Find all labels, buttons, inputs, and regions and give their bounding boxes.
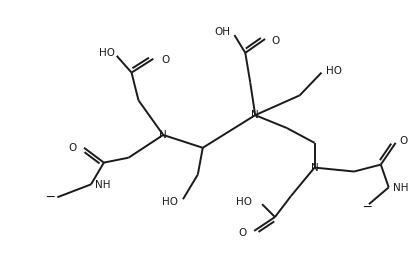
Text: N: N — [251, 110, 258, 120]
Text: HO: HO — [236, 197, 252, 207]
Text: HO: HO — [99, 48, 115, 58]
Text: O: O — [399, 136, 407, 146]
Text: O: O — [270, 36, 279, 46]
Text: HO: HO — [162, 197, 178, 207]
Text: N: N — [310, 163, 318, 173]
Text: ─: ─ — [362, 201, 370, 214]
Text: O: O — [238, 228, 246, 238]
Text: ─: ─ — [46, 191, 53, 204]
Text: OH: OH — [214, 27, 230, 37]
Text: NH: NH — [392, 183, 407, 193]
Text: HO: HO — [326, 66, 342, 76]
Text: N: N — [159, 130, 167, 140]
Text: NH: NH — [95, 180, 110, 190]
Text: O: O — [68, 143, 76, 153]
Text: O: O — [161, 55, 169, 65]
